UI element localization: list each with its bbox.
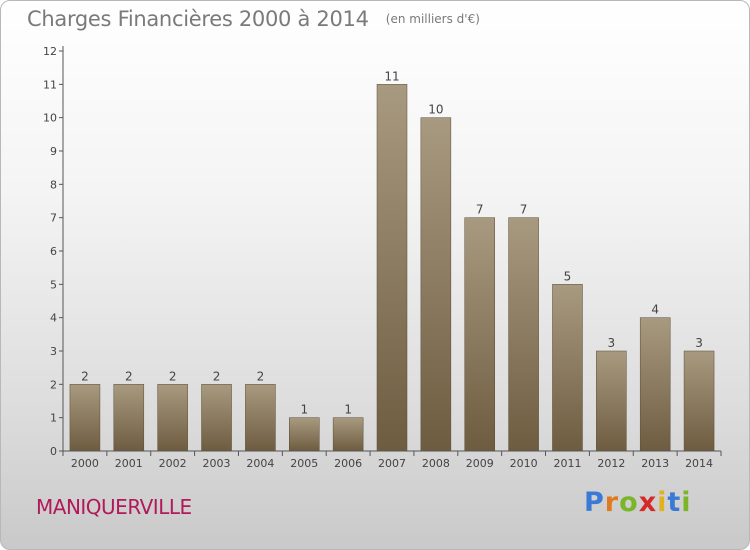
bar-2014 <box>683 350 715 452</box>
x-tick-label: 2003 <box>203 457 231 470</box>
bar-value-label: 3 <box>608 336 616 350</box>
bar-2010 <box>508 217 539 452</box>
title-row: Charges Financières 2000 à 2014 (en mill… <box>27 7 480 31</box>
y-tick-label: 0 <box>50 445 57 458</box>
bar-value-label: 2 <box>257 369 265 383</box>
y-tick-label: 5 <box>50 278 57 291</box>
logo-letter: o <box>619 487 639 518</box>
commune-name: MANIQUERVILLE <box>36 495 192 519</box>
bar-value-label: 4 <box>651 303 659 317</box>
x-tick-label: 2000 <box>71 457 99 470</box>
logo-letter: P <box>584 487 605 518</box>
y-tick-label: 4 <box>50 312 57 325</box>
bar-2013 <box>639 317 671 452</box>
x-tick-label: 2009 <box>466 457 494 470</box>
logo-letter: i <box>657 487 668 518</box>
bar-2007 <box>376 84 408 452</box>
y-tick-label: 8 <box>50 178 57 191</box>
chart-subtitle: (en milliers d'€) <box>385 12 480 26</box>
x-tick-label: 2004 <box>246 457 274 470</box>
y-tick-label: 2 <box>50 378 57 391</box>
y-tick-label: 9 <box>50 145 57 158</box>
y-tick-label: 11 <box>43 78 57 91</box>
x-tick-label: 2006 <box>334 457 362 470</box>
bar-value-label: 11 <box>384 69 399 83</box>
x-tick-label: 2013 <box>641 457 669 470</box>
x-tick-label: 2005 <box>290 457 318 470</box>
x-tick-label: 2010 <box>510 457 538 470</box>
bar-value-label: 2 <box>213 369 221 383</box>
bar-2009 <box>464 217 495 452</box>
bar-2008 <box>420 117 452 452</box>
logo-letter: t <box>667 487 682 518</box>
proxiti-logo: Proxiti <box>584 487 692 518</box>
x-tick-label: 2011 <box>553 457 581 470</box>
bar-2006 <box>332 417 364 452</box>
bar-2011 <box>552 284 583 452</box>
y-tick-label: 12 <box>43 45 57 58</box>
x-axis: 2000 2001 2002 2003 2004 2005 2006 2007 2008 2009… <box>62 450 722 470</box>
bar-value-label: 7 <box>476 203 484 217</box>
y-tick-label: 1 <box>50 412 57 425</box>
y-tick-label: 10 <box>43 112 57 125</box>
bar-2001 <box>113 384 145 452</box>
x-tick-label: 2008 <box>422 457 450 470</box>
bar-value-label: 2 <box>169 369 177 383</box>
bar-value-label: 2 <box>81 369 89 383</box>
x-tick-label: 2007 <box>378 457 406 470</box>
bar-2002 <box>157 384 188 452</box>
bar-value-label: 10 <box>428 103 443 117</box>
bar-2005 <box>289 417 320 452</box>
logo-letter: r <box>604 487 620 518</box>
y-tick-label: 6 <box>50 245 57 258</box>
bar-value-label: 1 <box>344 403 352 417</box>
x-tick-label: 2014 <box>685 457 713 470</box>
y-tick-label: 7 <box>50 212 57 225</box>
logo-letter: i <box>681 487 692 518</box>
bar-2003 <box>201 384 232 452</box>
x-tick-label: 2001 <box>115 457 143 470</box>
x-tick-label: 2012 <box>597 457 625 470</box>
bar-2012 <box>596 350 627 452</box>
logo-letter: x <box>638 487 658 518</box>
bar-value-label: 2 <box>125 369 133 383</box>
bar-value-label: 1 <box>300 403 308 417</box>
bar-2004 <box>245 384 276 452</box>
bar-value-label: 5 <box>564 269 572 283</box>
bar-2000 <box>69 384 101 452</box>
chart-title: Charges Financières 2000 à 2014 <box>27 7 369 31</box>
y-tick-label: 3 <box>50 345 57 358</box>
x-tick-label: 2002 <box>159 457 187 470</box>
bar-value-label: 7 <box>520 203 528 217</box>
bar-value-label: 3 <box>695 336 703 350</box>
